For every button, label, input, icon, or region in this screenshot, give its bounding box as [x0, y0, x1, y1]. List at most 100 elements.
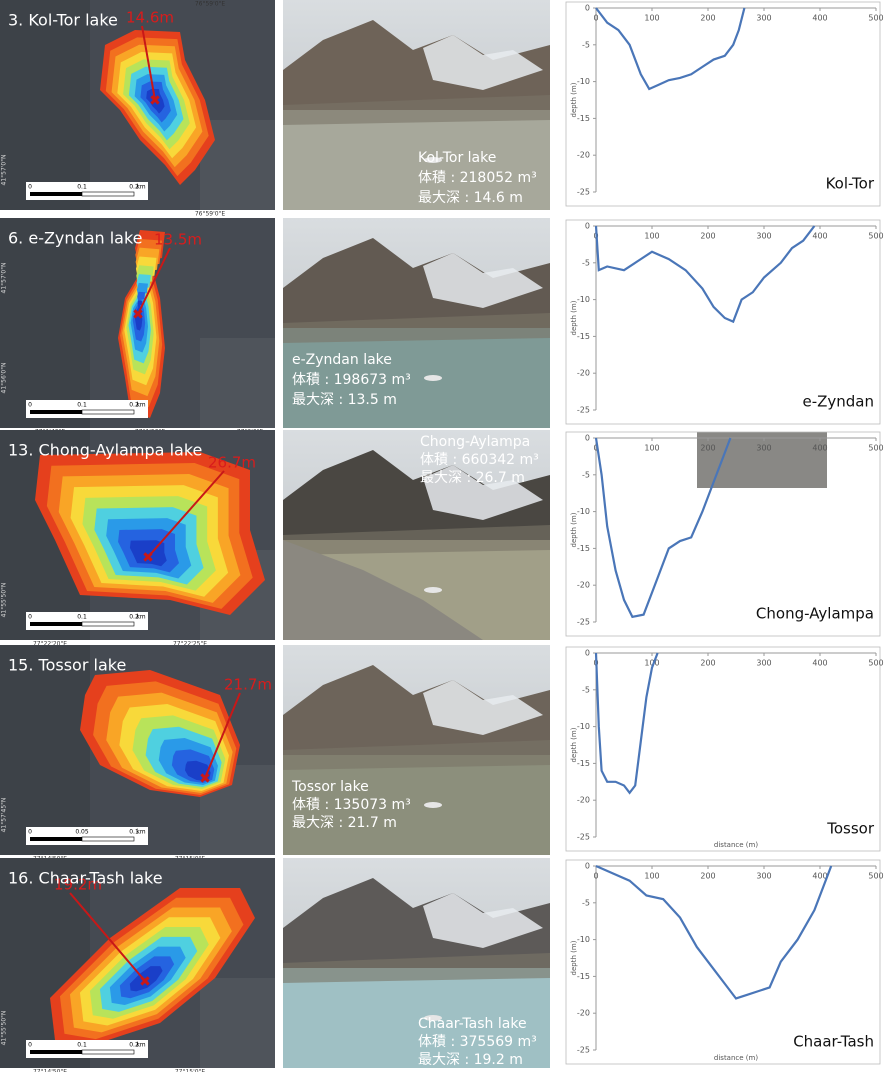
scale-label: 0.1	[77, 614, 87, 621]
x-tick-label: 0	[593, 872, 598, 881]
profile-line	[596, 653, 658, 793]
x-tick-label: 100	[644, 232, 659, 241]
coordinate-label: 41°57'0"N	[1, 263, 8, 294]
scale-label: 0	[28, 614, 32, 621]
photo-caption: 体積 : 198673 m³	[292, 372, 411, 388]
photo-caption: Chaar-Tash lake	[418, 1016, 527, 1032]
x-axis-label: distance (m)	[714, 841, 758, 849]
photo-caption: Kol-Tor lake	[418, 150, 496, 166]
map-title: 15. Tossor lake	[8, 656, 126, 675]
photo-boat	[424, 587, 442, 593]
y-tick-label: -20	[577, 151, 590, 160]
profile-chart: 0-5-10-15-20-250100200300400500depth (m)…	[566, 220, 884, 424]
caption-backdrop	[697, 432, 827, 488]
photo-boat	[424, 375, 442, 381]
photo-caption: 体積 : 375569 m³	[418, 1034, 537, 1050]
profile-line	[596, 866, 831, 998]
photo-panel: Chong-Aylampa体積 : 660342 m³最大深 : 26.7 m	[283, 430, 827, 640]
x-tick-label: 300	[756, 14, 771, 23]
coordinate-label: 41°57'0"N	[1, 155, 8, 186]
photo-caption: 最大深 : 26.7 m	[420, 470, 525, 486]
deepest-point: ✖	[132, 307, 144, 323]
scale-label: km	[136, 614, 145, 621]
deepest-point: ✖	[139, 974, 151, 990]
coordinate-label: 41°56'0"N	[1, 363, 8, 394]
max-depth-label: 21.7m	[224, 676, 272, 694]
scale-label: 0	[28, 829, 32, 836]
map-panel: ✖26.7m13. Chong-Aylampa lake00.10.2km77°…	[0, 430, 275, 648]
x-tick-label: 200	[700, 232, 715, 241]
photo-caption: Chong-Aylampa	[420, 434, 530, 450]
scale-bar	[82, 192, 134, 196]
map-panel: ✖19.2m16. Chaar-Tash lake00.10.2km77°14'…	[0, 858, 275, 1072]
y-axis-label: depth (m)	[570, 300, 578, 335]
coordinate-label: 41°57'45"N	[1, 798, 8, 833]
photo-caption: 最大深 : 21.7 m	[292, 815, 397, 831]
x-tick-label: 0	[593, 14, 598, 23]
map-terrain	[200, 338, 275, 428]
scale-label: km	[136, 184, 145, 191]
map-title: 13. Chong-Aylampa lake	[8, 441, 202, 460]
y-tick-label: -5	[582, 898, 590, 907]
y-tick-label: -10	[577, 295, 590, 304]
coordinate-label: 41°55'50"N	[1, 1011, 8, 1046]
y-tick-label: -25	[577, 1046, 590, 1055]
map-title: 3. Kol-Tor lake	[8, 11, 118, 30]
photo-caption: 体積 : 135073 m³	[292, 797, 411, 813]
scale-label: km	[136, 829, 145, 836]
y-tick-label: -20	[577, 1009, 590, 1018]
coordinate-label: 77°15'0"E	[175, 1069, 205, 1072]
y-tick-label: -10	[577, 935, 590, 944]
scale-bar	[30, 410, 82, 414]
photo-caption: 体積 : 218052 m³	[418, 170, 537, 186]
y-tick-label: -15	[577, 544, 590, 553]
x-tick-label: 200	[700, 872, 715, 881]
x-tick-label: 500	[868, 232, 883, 241]
y-tick-label: -20	[577, 581, 590, 590]
y-tick-label: -25	[577, 618, 590, 627]
map-title: 6. e-Zyndan lake	[8, 229, 143, 248]
map-terrain	[200, 978, 275, 1068]
x-tick-label: 500	[868, 14, 883, 23]
coordinate-label: 41°55'50"N	[1, 583, 8, 618]
x-tick-label: 100	[644, 444, 659, 453]
photo-panel: Tossor lake体積 : 135073 m³最大深 : 21.7 m	[283, 645, 550, 855]
y-axis-label: depth (m)	[570, 82, 578, 117]
coordinate-label: 76°59'0"E	[195, 211, 225, 218]
x-tick-label: 100	[644, 14, 659, 23]
photo-caption: e-Zyndan lake	[292, 352, 392, 368]
y-tick-label: 0	[585, 862, 590, 871]
scale-label: 0.05	[75, 829, 89, 836]
y-tick-label: -10	[577, 77, 590, 86]
scale-label: 0.1	[77, 1042, 87, 1049]
y-tick-label: -5	[582, 258, 590, 267]
figure: ✖14.6m3. Kol-Tor lake00.10.2km76°59'0"E7…	[0, 0, 885, 1072]
max-depth-label: 14.6m	[126, 9, 174, 27]
scale-label: 0	[28, 184, 32, 191]
x-tick-label: 500	[868, 659, 883, 668]
y-tick-label: -25	[577, 188, 590, 197]
y-tick-label: -25	[577, 406, 590, 415]
x-tick-label: 500	[868, 444, 883, 453]
map-terrain	[0, 645, 90, 855]
x-axis-label: distance (m)	[714, 1054, 758, 1062]
scale-label: 0	[28, 1042, 32, 1049]
y-tick-label: -20	[577, 796, 590, 805]
x-tick-label: 300	[756, 232, 771, 241]
map-terrain	[0, 218, 90, 428]
photo-caption: 最大深 : 14.6 m	[418, 190, 523, 206]
y-axis-label: depth (m)	[570, 940, 578, 975]
chart-label: Kol-Tor	[826, 175, 875, 193]
coordinate-label: 76°59'0"E	[195, 1, 225, 8]
scale-label: 0	[28, 402, 32, 409]
x-tick-label: 200	[700, 659, 715, 668]
y-tick-label: -10	[577, 722, 590, 731]
y-tick-label: 0	[585, 4, 590, 13]
y-tick-label: -5	[582, 470, 590, 479]
y-tick-label: -5	[582, 40, 590, 49]
x-tick-label: 400	[812, 659, 827, 668]
y-tick-label: 0	[585, 649, 590, 658]
